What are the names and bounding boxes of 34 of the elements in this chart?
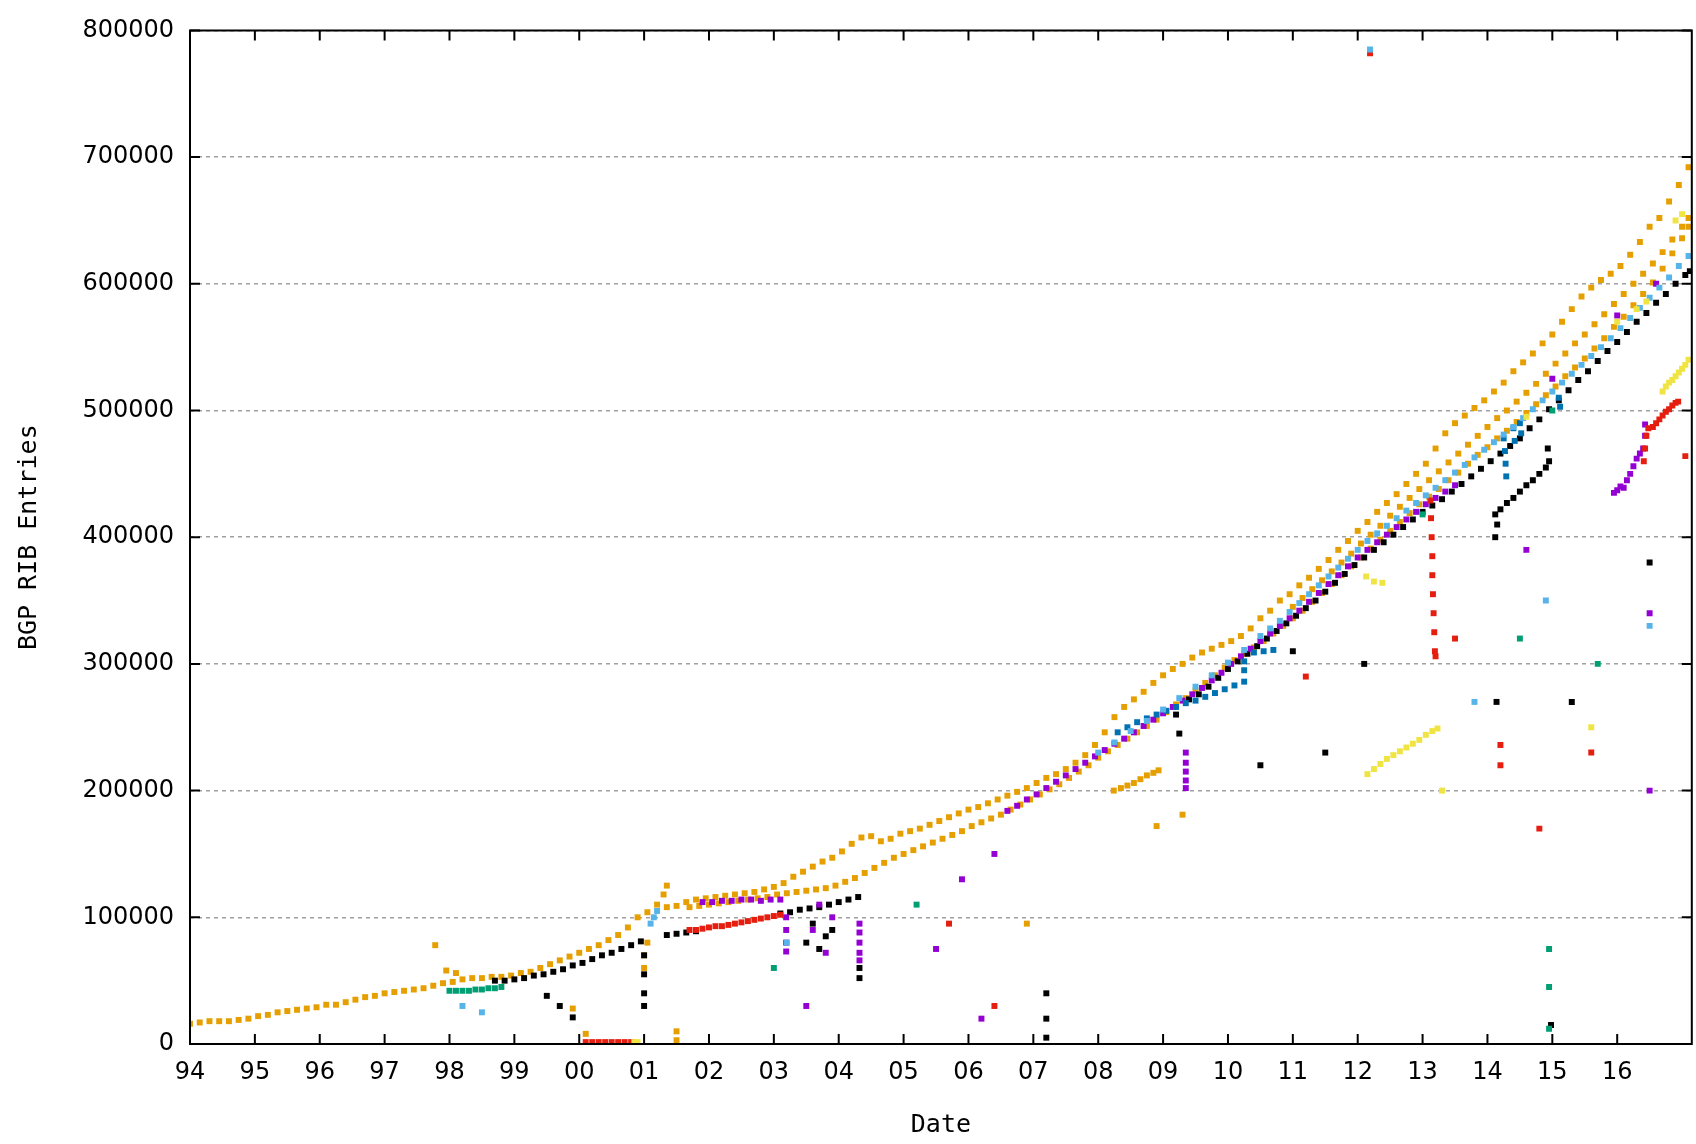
- y-tick-label: 800000: [82, 14, 174, 43]
- x-tick-label: 99: [499, 1056, 530, 1085]
- x-tick-label: 15: [1537, 1056, 1568, 1085]
- x-tick-label: 14: [1472, 1056, 1503, 1085]
- x-tick-label: 09: [1147, 1056, 1179, 1085]
- x-tick-label: 95: [239, 1056, 271, 1085]
- y-tick-label: 600000: [82, 268, 174, 297]
- x-tick-label: 07: [1018, 1056, 1049, 1085]
- x-tick-label: 98: [434, 1056, 465, 1085]
- x-tick-label: 05: [888, 1056, 919, 1085]
- x-tick-label: 08: [1082, 1056, 1114, 1085]
- x-tick-label: 02: [693, 1056, 725, 1085]
- x-tick-label: 06: [953, 1056, 984, 1085]
- x-tick-label: 03: [758, 1056, 790, 1085]
- y-tick-label: 0: [158, 1028, 174, 1057]
- x-axis-title: Date: [910, 1108, 972, 1138]
- x-tick-label: 13: [1407, 1056, 1438, 1085]
- x-tick-label: 16: [1601, 1056, 1633, 1085]
- y-tick-label: 400000: [82, 521, 174, 550]
- x-tick-label: 97: [369, 1056, 400, 1085]
- y-tick-label: 200000: [82, 774, 174, 803]
- x-tick-label: 00: [563, 1056, 595, 1085]
- x-tick-label: 11: [1277, 1056, 1309, 1085]
- x-tick-label: 10: [1212, 1056, 1244, 1085]
- x-tick-label: 12: [1342, 1056, 1373, 1085]
- x-tick-label: 01: [628, 1056, 660, 1085]
- y-tick-label: 700000: [82, 141, 174, 170]
- y-tick-label: 100000: [82, 901, 174, 930]
- y-tick-label: 300000: [82, 648, 174, 677]
- x-tick-label: 94: [174, 1056, 206, 1085]
- x-tick-label: 04: [823, 1056, 854, 1085]
- y-axis-title: BGP RIB Entries: [12, 424, 42, 651]
- y-tick-label: 500000: [82, 394, 174, 423]
- x-tick-label: 96: [304, 1056, 336, 1085]
